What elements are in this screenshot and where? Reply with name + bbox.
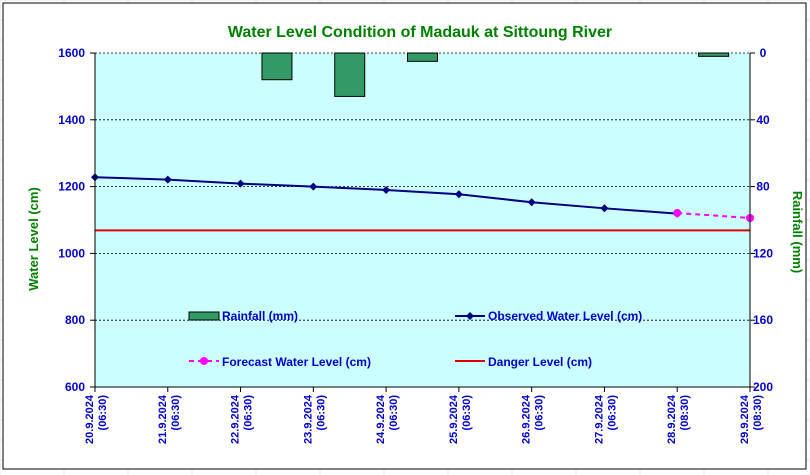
x-tick-label: 20.9.2024(06:30)	[84, 394, 109, 444]
observed-water-level-cm-point	[382, 185, 391, 194]
x-tick-time: (06:30)	[388, 395, 400, 431]
x-tick-label: 26.9.2024(06:30)	[521, 394, 546, 444]
x-tick-time: (06:30)	[534, 395, 546, 431]
x-tick-date: 28.9.2024	[666, 394, 678, 444]
rainfall-bars	[261, 52, 730, 97]
forecast-water-level-cm-line	[677, 211, 751, 219]
rainfall-bar	[407, 52, 438, 62]
x-tick-date: 25.9.2024	[448, 394, 460, 444]
legend-forecast-marker	[200, 357, 208, 365]
chart-title: Water Level Condition of Madauk at Sitto…	[228, 24, 612, 41]
x-tick-date: 29.9.2024	[739, 394, 751, 444]
observed-water-level-cm-point	[163, 175, 172, 184]
plot-area	[95, 53, 750, 387]
legend: Rainfall (mm) Observed Water Level (cm) Fo…	[188, 309, 642, 369]
right-tick-label: 120	[753, 246, 773, 260]
x-tick-label: 25.9.2024(06:30)	[448, 394, 473, 444]
right-tick-label: 80	[756, 180, 770, 194]
left-tick-label: 1000	[58, 246, 85, 260]
x-tick-time: (06:30)	[243, 395, 255, 431]
x-tick-date: 26.9.2024	[521, 394, 533, 444]
x-tick-date: 21.9.2024	[157, 394, 169, 444]
rainfall-bar	[334, 52, 366, 97]
axes	[90, 52, 755, 392]
x-tick-date: 24.9.2024	[375, 394, 387, 444]
right-axis-tick-labels: 0 40 80 120 160 200	[753, 46, 773, 394]
x-tick-label: 22.9.2024(06:30)	[230, 394, 255, 444]
legend-label: Forecast Water Level (cm)	[222, 355, 371, 369]
x-tick-label: 23.9.2024(06:30)	[302, 394, 327, 444]
x-tick-label: 28.9.2024(08:30)	[666, 394, 691, 444]
observed-water-level-cm-point	[309, 182, 318, 191]
x-tick-time: (06:30)	[606, 395, 618, 431]
legend-observed-marker	[466, 312, 474, 320]
legend-label: Observed Water Level (cm)	[488, 309, 642, 323]
x-tick-label: 24.9.2024(06:30)	[375, 394, 400, 444]
observed-water-level-cm-point	[600, 204, 609, 213]
x-axis-tick-labels: 20.9.2024(06:30) 21.9.2024(06:30) 22.9.202…	[84, 394, 764, 444]
left-tick-label: 1600	[58, 46, 85, 60]
x-tick-label: 29.9.2024(08:30)	[739, 394, 764, 444]
rainfall-bar	[261, 52, 293, 81]
legend-rainfall-swatch	[188, 311, 220, 321]
x-tick-date: 27.9.2024	[593, 394, 605, 444]
x-tick-date: 23.9.2024	[302, 394, 314, 444]
forecast-water-level-cm-point	[673, 208, 682, 217]
y-axis-title: Water Level (cm)	[26, 187, 41, 291]
observed-water-level-cm-point	[527, 198, 536, 207]
x-tick-time: (06:30)	[97, 395, 109, 431]
y2-axis-title: Rainfall (mm)	[790, 191, 805, 273]
left-tick-label: 600	[65, 380, 85, 394]
legend-label: Danger Level (cm)	[488, 355, 592, 369]
x-tick-label: 27.9.2024(06:30)	[593, 394, 618, 444]
x-tick-time: (08:30)	[752, 395, 764, 431]
right-tick-label: 200	[753, 380, 773, 394]
left-axis-tick-labels: 600 800 1000 1200 1400 1600	[58, 46, 85, 394]
rainfall-bar	[698, 52, 730, 57]
x-tick-time: (06:30)	[315, 395, 327, 431]
left-tick-label: 1400	[58, 113, 85, 127]
x-tick-label: 21.9.2024(06:30)	[157, 394, 182, 444]
legend-label: Rainfall (mm)	[222, 309, 298, 323]
x-tick-time: (06:30)	[461, 395, 473, 431]
right-tick-label: 160	[753, 313, 773, 327]
water-level-lines	[91, 173, 754, 232]
observed-water-level-cm-point	[236, 179, 245, 188]
left-tick-label: 1200	[58, 180, 85, 194]
right-tick-label: 0	[760, 46, 767, 60]
left-tick-label: 800	[65, 313, 85, 327]
right-tick-label: 40	[756, 113, 770, 127]
observed-water-level-cm-point	[454, 190, 463, 199]
x-tick-date: 20.9.2024	[84, 394, 96, 444]
x-tick-time: (06:30)	[170, 395, 182, 431]
x-tick-date: 22.9.2024	[230, 394, 242, 444]
x-tick-time: (08:30)	[679, 395, 691, 431]
